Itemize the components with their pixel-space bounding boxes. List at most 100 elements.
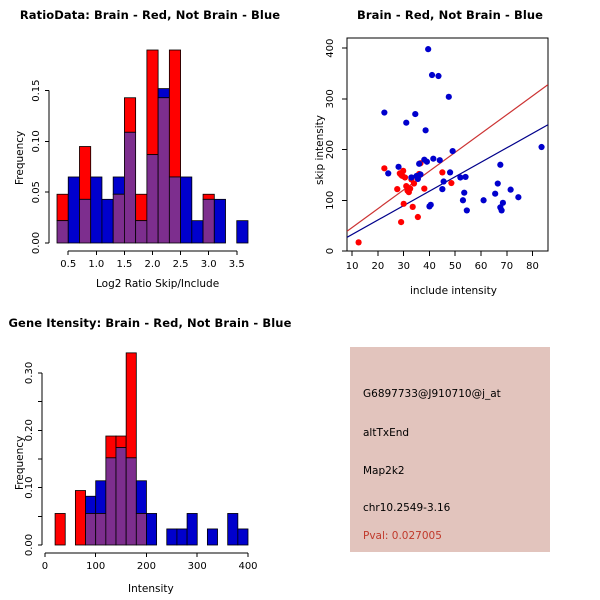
histogram-bar [191,220,204,244]
histogram-bar [166,528,178,546]
x-tick-label: 80 [526,261,539,272]
x-tick-label: 200 [137,561,156,572]
histogram-bar [115,435,127,448]
histogram-bar-overlap [115,447,127,546]
histogram-bar-overlap [157,97,170,244]
scatter-point [395,163,402,170]
scatter-point [425,46,432,53]
scatter-fit-line [347,84,548,232]
histogram-bar [90,176,103,244]
y-tick-label: 0.10 [31,130,42,152]
scatter-point [445,93,452,100]
y-tick-label: 0.15 [31,79,42,101]
scatter-point [423,158,430,165]
histogram-bar [227,513,239,546]
gene-info-panel: G6897733@J910710@j_at altTxEnd Map2k2 ch… [300,300,600,600]
histogram-bar [101,198,114,244]
scatter-point [494,180,501,187]
x-tick-label: 10 [346,261,359,272]
scatter-point [414,213,421,221]
x-tick-label: 3.0 [201,259,217,270]
histogram-bar [79,146,92,200]
scatter-point [538,143,545,151]
x-tick-label: 70 [500,261,513,272]
y-tick-label: 0.20 [24,419,35,441]
histogram-bar-overlap [135,513,147,546]
scatter-point [417,171,424,178]
histogram-bar-overlap [135,220,148,244]
histogram-bar [85,495,97,514]
histogram-bar [206,528,218,546]
scatter-point [498,207,505,214]
histogram-bar-overlap [146,154,159,244]
x-tick-label: 1.5 [116,259,132,270]
gene-histogram-ylabel: Frequency [14,435,26,490]
gene-histogram-panel: Gene Itensity: Brain - Red, Not Brain - … [0,300,300,600]
scatter-point [459,197,467,204]
x-tick-label: 1.0 [88,259,104,270]
histogram-bar [67,176,80,244]
histogram-bar-overlap [112,193,125,244]
y-tick-label: 300 [325,89,336,108]
scatter-point [422,127,429,134]
x-tick-label: 2.0 [145,259,161,270]
scatter-point [457,174,464,181]
scatter-point [499,199,507,206]
scatter-point [414,175,421,183]
histogram-bar [56,193,69,222]
histogram-bar [176,528,188,546]
scatter-plot-frame [346,37,549,252]
histogram-bar [125,352,137,459]
scatter-xlabel: include intensity [410,285,497,297]
scatter-point [448,179,455,187]
x-tick-label: 20 [372,261,385,272]
info-event-type: altTxEnd [363,427,410,439]
scatter-point [461,189,468,196]
info-box-background [350,347,550,552]
ratio-histogram-title: RatioData: Brain - Red, Not Brain - Blue [19,8,281,22]
histogram-bar [186,513,198,546]
x-tick-label: 2.5 [173,259,189,270]
scatter-point [401,174,409,181]
y-tick-label: 0.30 [24,362,35,384]
scatter-point [400,167,407,174]
x-tick-label: 100 [86,561,105,572]
ratio-histogram-ylabel: Frequency [14,130,26,185]
scatter-point [398,218,405,226]
histogram-bar [135,193,148,222]
scatter-fit-lines [347,84,548,238]
histogram-bar-overlap [85,513,97,546]
scatter-point [492,190,499,197]
info-locus: chr10.2549-3.16 [363,502,451,514]
scatter-point [497,161,504,168]
histogram-bar [74,490,86,546]
histogram-bar [146,513,158,546]
y-tick-label: 100 [325,191,336,210]
histogram-bar-overlap [168,176,181,244]
scatter-point [385,170,392,177]
histogram-bar [237,528,249,546]
scatter-point [463,207,470,214]
scatter-point [428,71,436,79]
ratio-histogram-xlabel: Log2 Ratio Skip/Include [96,278,220,290]
histogram-bar [157,88,170,99]
histogram-bar-overlap [79,198,92,244]
y-tick-label: 0.05 [31,181,42,203]
x-tick-label: 3.5 [229,259,245,270]
x-tick-label: 30 [397,261,410,272]
histogram-bar [180,176,193,244]
scatter-title: Brain - Red, Not Brain - Blue [356,8,544,22]
x-tick-label: 300 [188,561,207,572]
x-tick-label: 0.5 [60,259,76,270]
histogram-bar [95,480,107,514]
histogram-bar-overlap [125,457,137,546]
scatter-point [440,178,447,185]
scatter-point [480,197,487,204]
scatter-point [427,201,434,208]
scatter-point [435,72,442,80]
y-tick-label: 0.00 [24,534,35,556]
scatter-point [381,165,388,172]
scatter-point [403,119,410,126]
histogram-bar-overlap [56,220,69,244]
info-pvalue: Pval: 0.027005 [363,530,442,542]
